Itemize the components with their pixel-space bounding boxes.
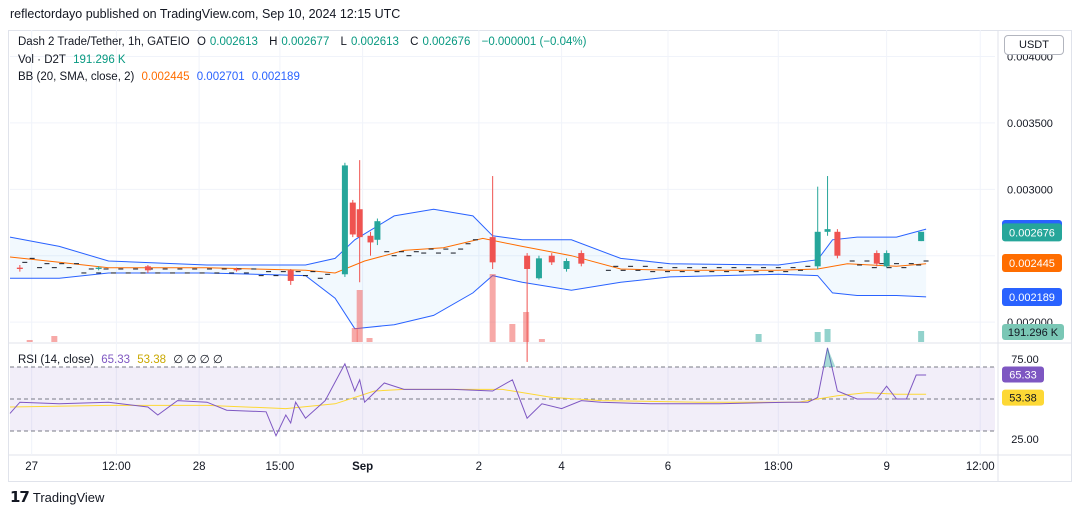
bb-lower-value: 0.002189 (251, 71, 300, 83)
time-tick-label: 2 (476, 461, 482, 473)
time-tick-label: 6 (665, 461, 671, 473)
rsi-ma-value: 53.38 (137, 354, 167, 366)
volume-bar (755, 334, 762, 342)
candle-body (374, 221, 381, 240)
price-badge-text: 0.002445 (1009, 258, 1055, 270)
price-badge-basis (1002, 254, 1062, 273)
rsi-overbought-fill (823, 347, 836, 367)
candle-body (341, 165, 348, 275)
symbol-name: Dash 2 Trade/Tether, 1h, GATEIO (18, 36, 190, 48)
bb-basis-value: 0.002445 (141, 71, 190, 83)
time-tick-label: 12:00 (102, 461, 131, 473)
bb-legend: BB (20, SMA, close, 2) 0.002445 0.002701… (18, 71, 304, 83)
price-badge-last (1002, 223, 1062, 242)
volume-value: 191.296 K (73, 54, 126, 66)
ohlc-change: −0.000001 (−0.04%) (481, 36, 587, 48)
bb-upper-value: 0.002701 (196, 71, 245, 83)
volume-bar (523, 312, 530, 342)
price-badge-lower (1002, 287, 1062, 306)
price-tick-label: 0.003500 (1007, 118, 1053, 130)
candle-body (287, 270, 294, 281)
volume-bar (356, 290, 363, 342)
volume-label: Vol · D2T (18, 54, 66, 66)
volume-legend: Vol · D2T 191.296 K (18, 54, 130, 66)
chart-panel[interactable] (8, 30, 1072, 482)
tradingview-logo-icon: 𝟭𝟳 (10, 489, 30, 506)
ohlc-low: L 0.002613 (340, 36, 399, 48)
footer-brand: 𝟭𝟳 TradingView (10, 488, 104, 506)
candle-body (918, 231, 925, 242)
candle-body (824, 229, 831, 232)
candle-body (489, 237, 496, 263)
ohlc-high: H 0.002677 (269, 36, 330, 48)
price-badge-text: 0.002676 (1009, 227, 1055, 239)
rsi-legend: RSI (14, close) 65.33 53.38 ∅ ∅ ∅ ∅ (18, 352, 227, 366)
rsi-label: RSI (14, close) (18, 354, 95, 366)
rsi-ma-badge (1002, 389, 1044, 406)
rsi-tick-label: 25.00 (1011, 434, 1039, 446)
volume-bar (918, 331, 925, 342)
rsi-value: 65.33 (101, 354, 131, 366)
time-tick-label: Sep (352, 461, 373, 473)
time-tick-label: 12:00 (966, 461, 995, 473)
price-badge-text: 0.002189 (1009, 292, 1055, 304)
candle-body (834, 231, 841, 256)
published-header: reflectordayo published on TradingView.c… (10, 7, 401, 21)
bb-label: BB (20, SMA, close, 2) (18, 71, 135, 83)
time-tick-label: 15:00 (265, 461, 294, 473)
time-tick-label: 18:00 (764, 461, 793, 473)
volume-bar (489, 274, 496, 342)
bb-basis-line (9, 237, 927, 274)
candle-body (367, 235, 374, 243)
rsi-ma-badge-text: 53.38 (1009, 393, 1037, 405)
candle-body (356, 209, 363, 238)
candle-body (16, 267, 23, 269)
price-tick-label: 0.003000 (1007, 184, 1053, 196)
volume-bar (814, 332, 821, 342)
time-tick-label: 28 (193, 461, 206, 473)
time-tick-label: 4 (558, 461, 565, 473)
candle-body (873, 253, 880, 264)
rsi-tick-label: 75.00 (1011, 354, 1039, 366)
volume-bar (26, 340, 33, 342)
volume-bar (824, 329, 831, 342)
symbol-legend: Dash 2 Trade/Tether, 1h, GATEIO O 0.00261… (18, 36, 590, 48)
volume-bar (366, 338, 373, 342)
volume-bar (509, 324, 516, 342)
volume-bar (51, 336, 58, 342)
volume-bar (351, 328, 358, 342)
candle-body (563, 261, 570, 269)
rsi-badge-text: 65.33 (1009, 369, 1037, 381)
ohlc-open: O 0.002613 (196, 36, 258, 48)
rsi-line (9, 347, 927, 438)
time-tick-label: 27 (25, 461, 38, 473)
rsi-extra: ∅ ∅ ∅ ∅ (173, 354, 223, 366)
candle-body (95, 267, 102, 269)
candle-body (548, 255, 555, 263)
candle-body (233, 268, 240, 271)
candle-body (349, 202, 356, 235)
candle-body (578, 253, 585, 264)
candle-body (814, 231, 821, 267)
time-tick-label: 9 (883, 461, 889, 473)
bb-fill (10, 209, 927, 329)
volume-badge-text: 191.296 K (1008, 327, 1059, 339)
candle-body (883, 253, 890, 267)
rsi-ma-line (9, 388, 927, 410)
volume-badge (1002, 324, 1064, 340)
currency-button[interactable]: USDT (1004, 35, 1064, 55)
ohlc-close: C 0.002676 (410, 36, 471, 48)
rsi-badge (1002, 366, 1044, 383)
candle-body (144, 266, 151, 271)
candle-body (524, 255, 531, 269)
volume-bar (538, 339, 545, 342)
brand-name: TradingView (32, 489, 105, 505)
candle-body (535, 258, 542, 279)
